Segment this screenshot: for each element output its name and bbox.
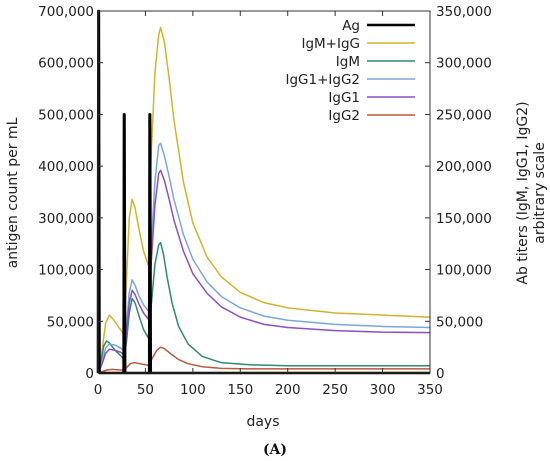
plot-frame	[97, 10, 431, 374]
right-tick-label: 200,000	[436, 159, 492, 175]
left-tick-label: 500,000	[38, 107, 94, 123]
series-line-igg1-igg2	[97, 142, 431, 374]
right-y-axis-label-line1: Ab titers (IgM, IgG1, IgG2)	[515, 101, 531, 284]
x-tick-label: 300	[370, 382, 396, 398]
series-layer	[96, 9, 431, 375]
legend: Ag IgM+IgG IgM IgG1+IgG2 IgG1 IgG2	[285, 18, 415, 124]
right-tick-label: 150,000	[436, 211, 492, 227]
x-tick-label: 350	[417, 382, 443, 398]
left-tick-label: 100,000	[38, 263, 94, 279]
right-tick-label: 250,000	[436, 107, 492, 123]
left-tick-label: 0	[85, 366, 94, 382]
left-tick-labels: 0 50,000 100,000 300,000 400,000 500,000 600,0…	[38, 4, 94, 382]
left-tick-label: 50,000	[47, 314, 94, 330]
left-tick-label: 300,000	[38, 211, 94, 227]
legend-label: IgG1	[328, 90, 360, 106]
series-line-igg1	[97, 169, 431, 374]
right-tick-labels: 0 50,000 100,000 150,000 200,000 250,000 300,0…	[436, 4, 492, 382]
left-tick-label: 400,000	[38, 159, 94, 175]
x-tick-label: 200	[275, 382, 301, 398]
right-tick-label: 350,000	[436, 4, 492, 20]
legend-label: Ag	[342, 18, 360, 34]
left-tick-label: 700,000	[38, 4, 94, 20]
series-line-igm-igg	[97, 26, 431, 374]
right-tick-label: 100,000	[436, 263, 492, 279]
x-tick-labels: 0 50 100 150 200 250 300 350	[94, 382, 443, 398]
legend-label: IgM	[336, 54, 360, 70]
left-y-axis-label: antigen count per mL	[5, 117, 21, 268]
left-tick-label: 600,000	[38, 56, 94, 72]
legend-label: IgG1+IgG2	[285, 72, 360, 88]
right-y-axis-label-line2: arbitrary scale	[532, 142, 548, 244]
x-axis-label: days	[246, 414, 279, 430]
axes-layer	[97, 10, 431, 374]
x-tick-label: 250	[322, 382, 348, 398]
right-tick-label: 300,000	[436, 56, 492, 72]
legend-label: IgG2	[328, 108, 360, 124]
right-tick-label: 0	[436, 366, 445, 382]
panel-label: (A)	[263, 442, 287, 458]
x-tick-label: 0	[94, 382, 103, 398]
x-tick-label: 150	[227, 382, 253, 398]
x-tick-label: 100	[180, 382, 206, 398]
legend-label: IgM+IgG	[301, 36, 360, 52]
x-tick-label: 50	[137, 382, 154, 398]
right-tick-label: 50,000	[436, 314, 483, 330]
